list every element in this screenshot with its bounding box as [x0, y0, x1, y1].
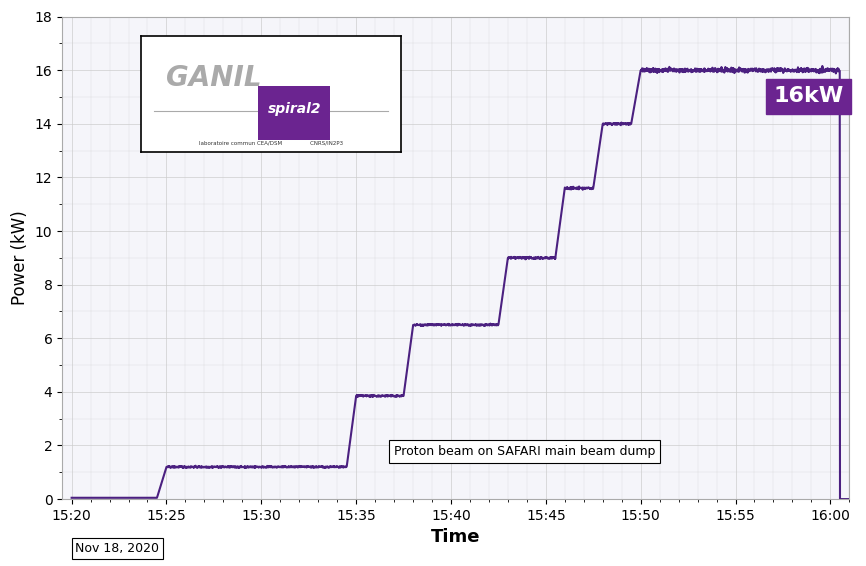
X-axis label: Time: Time [431, 529, 481, 546]
Text: Nov 18, 2020: Nov 18, 2020 [75, 542, 159, 555]
Text: Proton beam on SAFARI main beam dump: Proton beam on SAFARI main beam dump [394, 445, 656, 458]
Y-axis label: Power (kW): Power (kW) [11, 211, 29, 305]
Text: 16kW: 16kW [773, 87, 843, 106]
